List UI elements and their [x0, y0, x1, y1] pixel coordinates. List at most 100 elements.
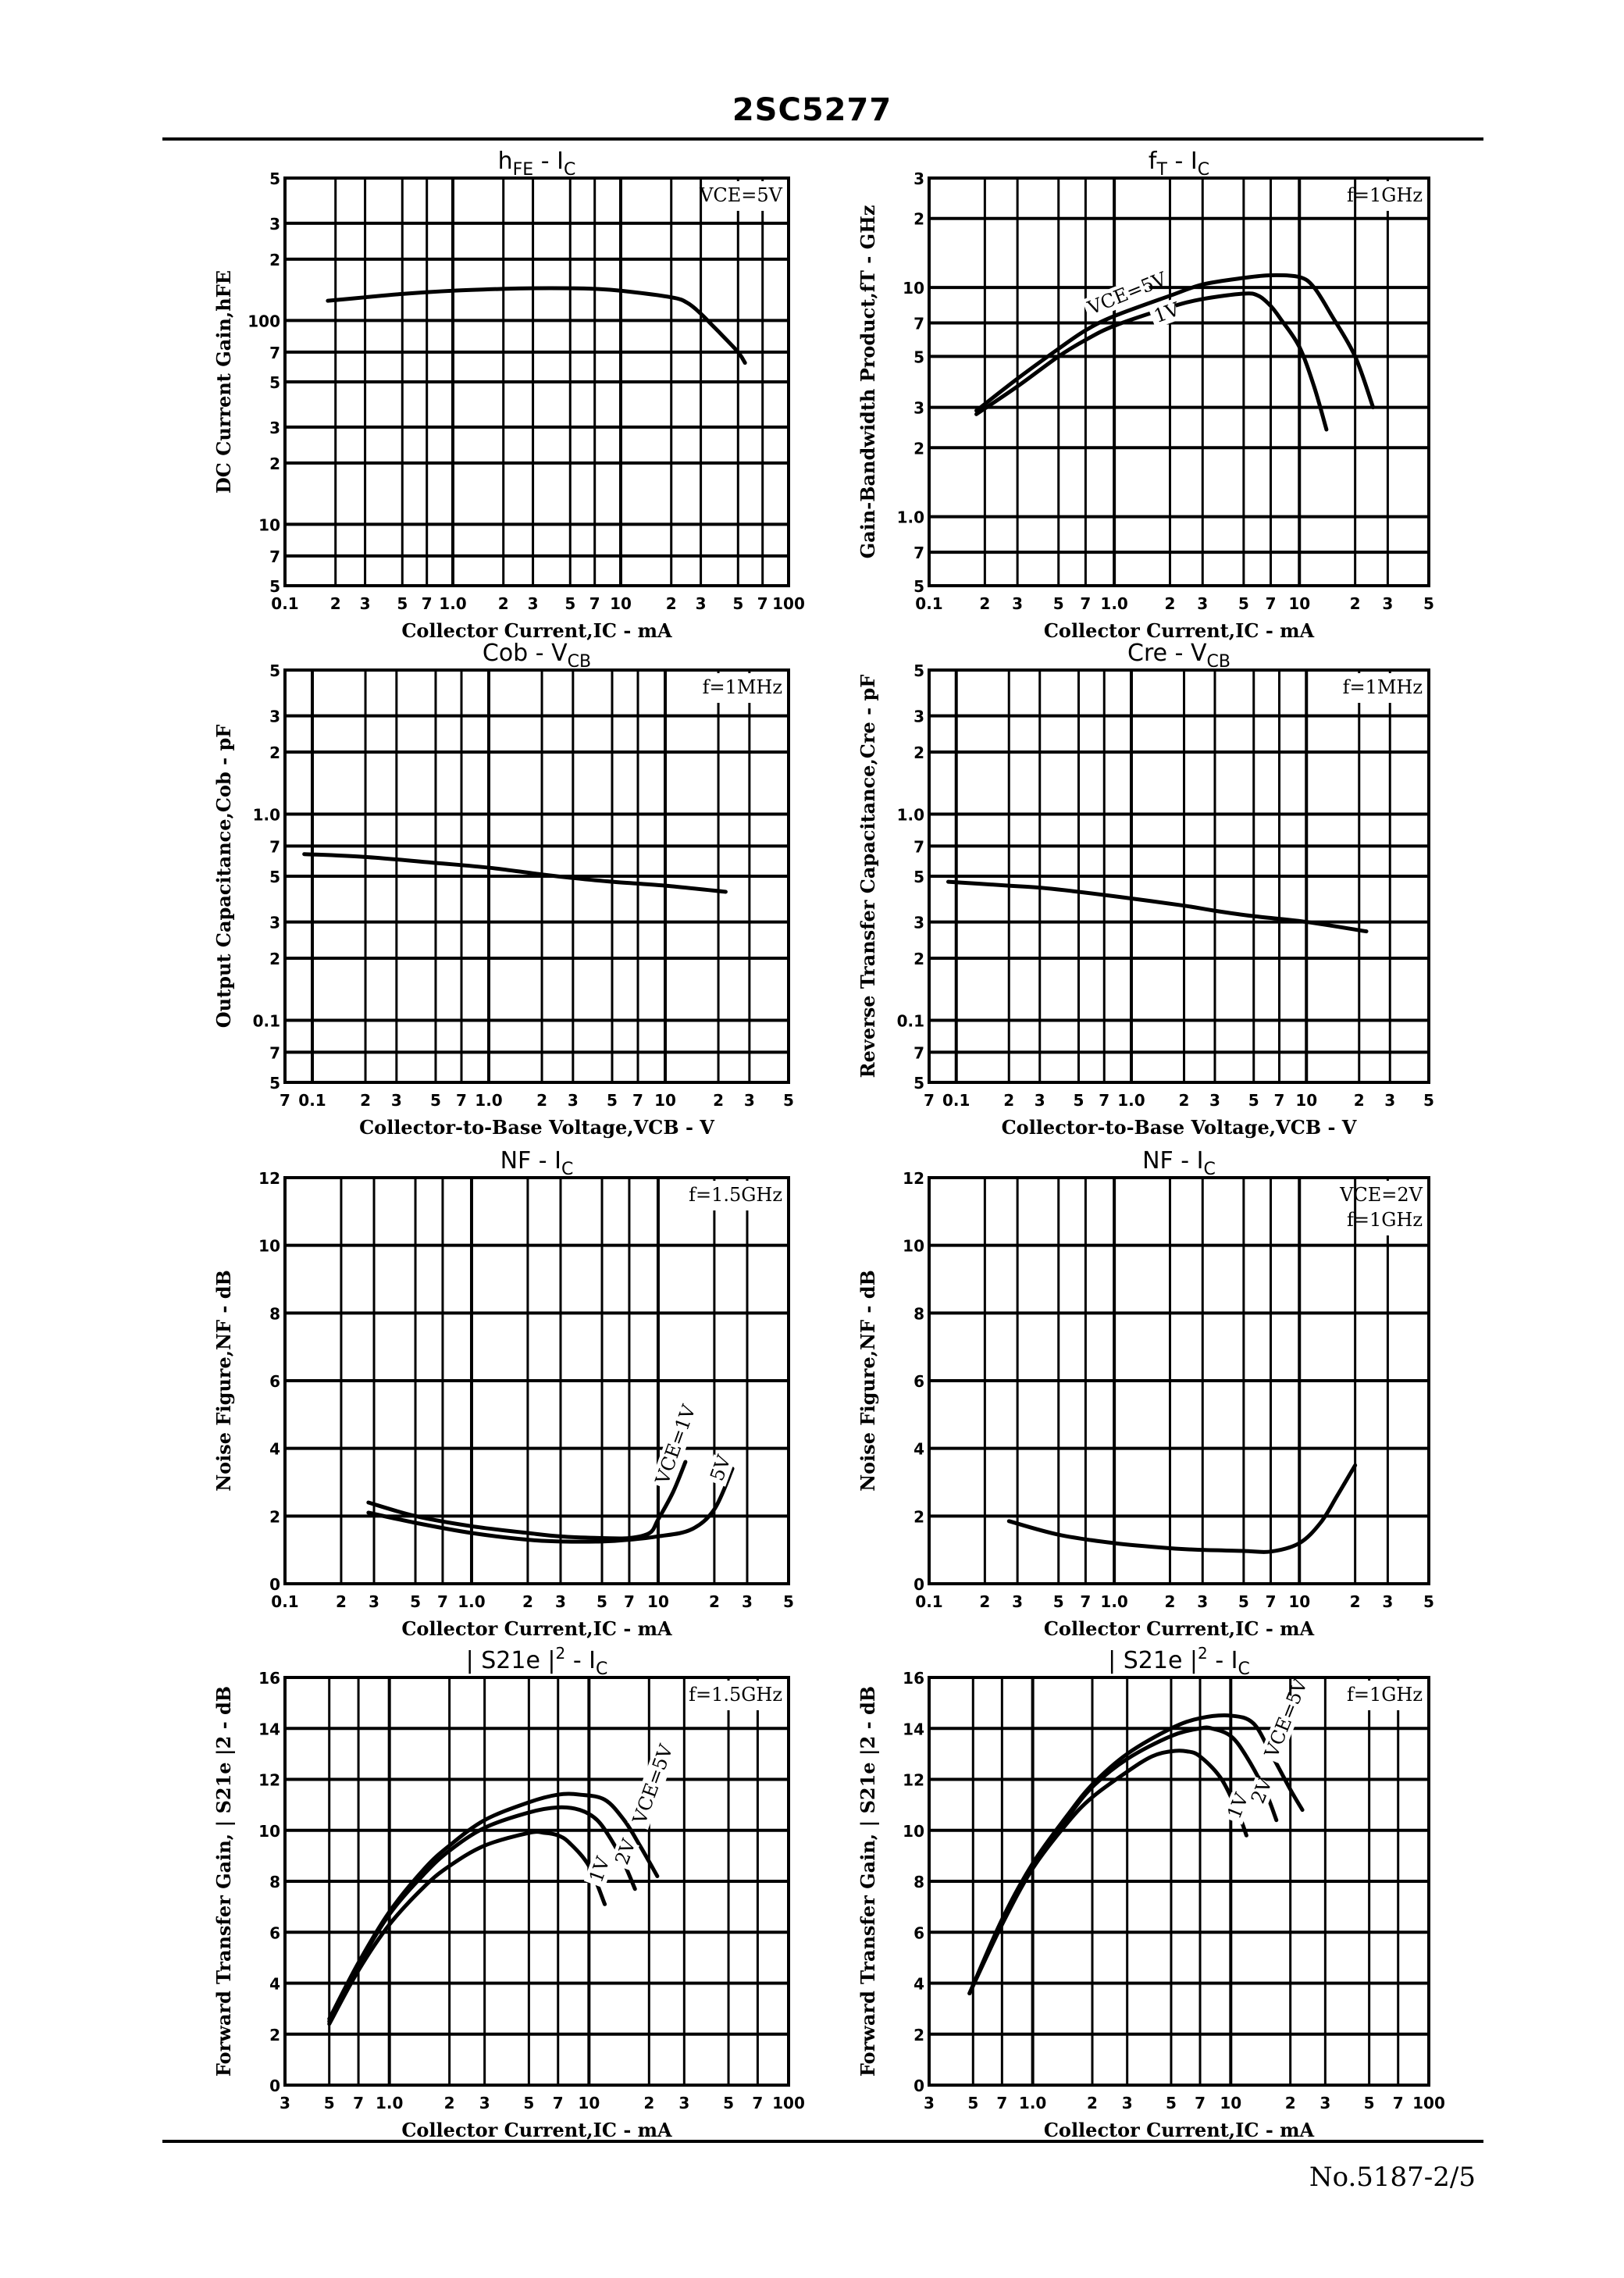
x-tick-label: 5: [564, 594, 575, 613]
condition-note-bg: [1357, 181, 1426, 211]
y-tick-label: 2: [914, 2026, 924, 2044]
chart-title: NF - IC: [1142, 1147, 1216, 1179]
y-tick-label: 2: [269, 743, 280, 762]
x-tick-label: 3: [924, 2094, 935, 2112]
x-tick-label: 1.0: [1019, 2094, 1046, 2112]
x-tick-label: 5: [1364, 2094, 1375, 2112]
x-tick-label: 5: [410, 1592, 421, 1611]
x-tick-label: 3: [280, 2094, 290, 2112]
y-tick-label: 12: [258, 1771, 280, 1790]
x-tick-label: 2: [1165, 1592, 1176, 1611]
y-tick-label: 2: [269, 1507, 280, 1526]
x-tick-label: 3: [1320, 2094, 1330, 2112]
series-curve: [327, 1830, 607, 2027]
page-title: 2SC5277: [732, 92, 892, 128]
x-tick-label: 100: [1412, 2094, 1445, 2112]
condition-note: f=1GHz: [1347, 184, 1423, 206]
plot-frame: [283, 176, 790, 587]
x-tick-label: 7: [996, 2094, 1007, 2112]
x-axis-label: Collector Current,IC - mA: [1044, 1617, 1315, 1640]
chart-title: fT - IC: [1149, 148, 1209, 180]
y-tick-label: 3: [269, 708, 280, 726]
y-tick-label: 5: [269, 1074, 280, 1093]
x-tick-label: 3: [391, 1091, 402, 1110]
x-tick-label: 5: [1238, 1592, 1249, 1611]
plot-frame: [928, 1176, 1430, 1585]
plot-frame: [283, 1176, 790, 1585]
x-tick-label: 100: [772, 594, 805, 613]
x-tick-label: 2: [1179, 1091, 1190, 1110]
series-curve: [967, 1749, 1248, 1996]
x-tick-label: 5: [607, 1091, 618, 1110]
y-tick-label: 5: [914, 661, 924, 680]
y-tick-label: 7: [914, 1043, 924, 1062]
series-curve: [366, 1460, 688, 1541]
x-tick-label: 3: [568, 1091, 579, 1110]
y-tick-label: 3: [269, 419, 280, 437]
y-tick-label: 5: [269, 661, 280, 680]
y-tick-label: 8: [269, 1304, 280, 1323]
curve-label: VCE=5V: [1259, 1675, 1312, 1764]
y-axis-label: Noise Figure,NF - dB: [857, 1270, 879, 1492]
x-axis-label: Collector-to-Base Voltage,VCB - V: [359, 1116, 714, 1139]
x-tick-label: 7: [1195, 2094, 1206, 2112]
page-number: No.5187-2/5: [1309, 2162, 1476, 2193]
x-tick-label: 0.1: [915, 594, 942, 613]
y-tick-label: 1.0: [897, 806, 924, 825]
x-tick-label: 2: [330, 594, 341, 613]
y-tick-label: 2: [914, 210, 924, 229]
y-tick-label: 5: [269, 868, 280, 886]
x-tick-label: 7: [437, 1592, 448, 1611]
y-tick-label: 5: [269, 169, 280, 188]
y-tick-label: 10: [903, 1237, 924, 1256]
header-rule: [162, 137, 1483, 141]
x-tick-label: 3: [360, 594, 371, 613]
x-tick-label: 1.0: [439, 594, 466, 613]
x-tick-label: 7: [1393, 2094, 1404, 2112]
plot-frame: [928, 668, 1430, 1084]
chart-title: NF - IC: [500, 1147, 574, 1179]
x-tick-label: 3: [1382, 1592, 1393, 1611]
y-tick-label: 5: [914, 1074, 924, 1093]
x-tick-label: 2: [360, 1091, 371, 1110]
series-curve: [327, 1805, 637, 2023]
x-axis-label: Collector-to-Base Voltage,VCB - V: [1002, 1116, 1357, 1139]
plot-area: 0.1 2 3 5 7 1.0 2 3 5 7 10 2 3 5024681012VCE=2Vf=1GHz…: [857, 1147, 1434, 1640]
y-axis-label: Noise Figure,NF - dB: [212, 1270, 235, 1492]
y-tick-label: 4: [914, 1440, 924, 1459]
x-tick-label: 2: [979, 1592, 990, 1611]
x-tick-label: 2: [643, 2094, 654, 2112]
condition-note-bg: [717, 673, 785, 703]
x-tick-label: 10: [1288, 1592, 1310, 1611]
x-axis-label: Collector Current,IC - mA: [1044, 2119, 1315, 2141]
y-axis-label: DC Current Gain,hFE: [212, 270, 235, 494]
x-tick-label: 5: [1248, 1091, 1259, 1110]
y-tick-label: 10: [258, 1822, 280, 1841]
x-tick-label: 3: [555, 1592, 566, 1611]
y-tick-label: 7: [914, 837, 924, 856]
x-tick-label: 10: [1220, 2094, 1241, 2112]
x-tick-label: 2: [1285, 2094, 1296, 2112]
y-tick-label: 2: [269, 2026, 280, 2044]
x-tick-label: 7: [757, 594, 768, 613]
x-tick-label: 3: [742, 1592, 753, 1611]
x-tick-label: 1.0: [458, 1592, 485, 1611]
x-tick-label: 7: [1274, 1091, 1285, 1110]
y-tick-label: 0: [914, 2077, 924, 2095]
x-tick-label: 5: [783, 1592, 794, 1611]
y-axis-label: Forward Transfer Gain, | S21e |2 - dB: [857, 1686, 879, 2077]
x-axis-label: Collector Current,IC - mA: [401, 1617, 672, 1640]
x-tick-label: 5: [1074, 1091, 1084, 1110]
x-tick-label: 1.0: [1117, 1091, 1145, 1110]
condition-note: f=1MHz: [1343, 676, 1423, 698]
condition-note-bg: [1357, 673, 1426, 703]
footer-rule: [162, 2140, 1483, 2143]
plot-frame: [928, 176, 1430, 587]
x-tick-label: 0.1: [915, 1592, 942, 1611]
x-tick-label: 7: [752, 2094, 763, 2112]
x-tick-label: 3: [1382, 594, 1393, 613]
x-axis-label: Collector Current,IC - mA: [401, 2119, 672, 2141]
x-tick-label: 7: [456, 1091, 467, 1110]
